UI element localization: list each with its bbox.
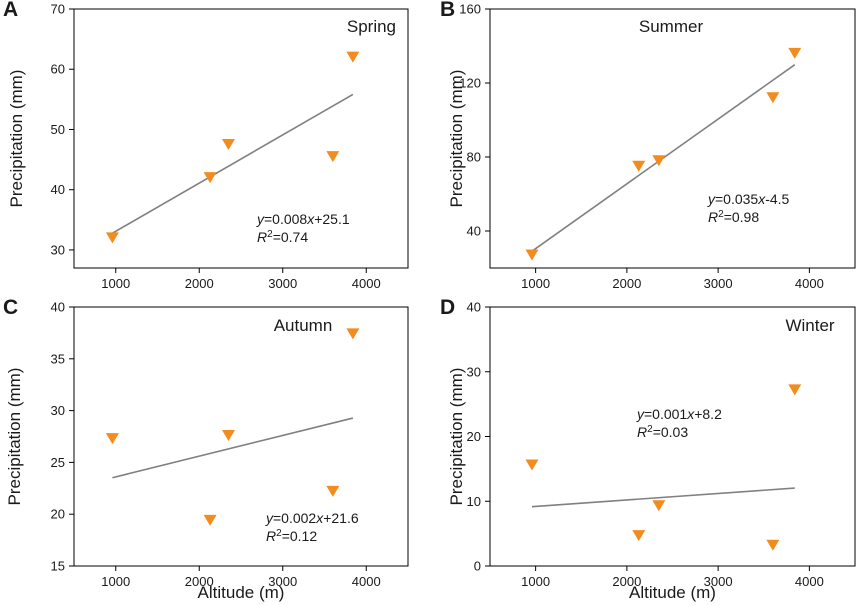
data-point xyxy=(788,384,802,396)
y-tick-label: 80 xyxy=(467,150,481,165)
plot-frame xyxy=(73,8,409,269)
y-tick-label: 10 xyxy=(467,494,481,509)
y-tick-label: 40 xyxy=(467,300,481,315)
panel-letter: A xyxy=(3,0,18,21)
data-point xyxy=(105,232,119,244)
data-point xyxy=(326,485,340,497)
x-tick-label: 2000 xyxy=(612,574,641,589)
x-tick-label: 3000 xyxy=(268,574,297,589)
y-tick-label: 25 xyxy=(51,455,65,470)
season-title: Winter xyxy=(785,316,834,335)
panel-letter: D xyxy=(440,296,455,319)
x-tick-label: 4000 xyxy=(352,276,381,291)
x-tick-label: 4000 xyxy=(795,276,824,291)
x-tick-label: 1000 xyxy=(101,276,130,291)
x-tick-label: 3000 xyxy=(268,276,297,291)
r-squared: R2=0.03 xyxy=(637,424,688,440)
y-tick-label: 160 xyxy=(459,2,481,17)
data-point xyxy=(105,433,119,445)
data-point xyxy=(766,539,780,551)
x-tick-label: 2000 xyxy=(612,276,641,291)
regression-line xyxy=(112,93,354,234)
data-point xyxy=(221,139,235,151)
x-tick-label: 2000 xyxy=(185,574,214,589)
y-tick-label: 30 xyxy=(51,403,65,418)
y-axis-label: Precipitation (mm) xyxy=(7,70,26,208)
data-point xyxy=(652,155,666,167)
data-point xyxy=(652,500,666,512)
r-squared: R2=0.98 xyxy=(708,209,759,225)
y-tick-label: 30 xyxy=(467,364,481,379)
y-tick-label: 20 xyxy=(467,429,481,444)
data-point xyxy=(346,51,360,63)
regression-equation: y=0.001x+8.2 xyxy=(636,406,722,422)
y-tick-label: 40 xyxy=(51,182,65,197)
x-tick-label: 1000 xyxy=(521,276,550,291)
y-tick-label: 35 xyxy=(51,351,65,366)
r-squared: R2=0.74 xyxy=(257,229,308,245)
y-tick-label: 120 xyxy=(459,76,481,91)
plot-frame xyxy=(73,306,409,567)
regression-line xyxy=(112,417,354,479)
y-tick-label: 60 xyxy=(51,62,65,77)
y-tick-label: 50 xyxy=(51,122,65,137)
y-tick-label: 20 xyxy=(51,507,65,522)
panel-letter: C xyxy=(3,296,18,319)
data-point xyxy=(346,328,360,340)
season-title: Summer xyxy=(639,17,704,36)
plot-frame xyxy=(489,8,856,269)
panel-b: 1000 2000 3000 4000 40 80 120 160 Precipitation … xyxy=(440,0,856,291)
panel-a: 1000 2000 3000 4000 30 40 50 60 70 Precipitation … xyxy=(3,0,409,291)
x-tick-label: 2000 xyxy=(185,276,214,291)
data-point xyxy=(632,530,646,542)
y-tick-label: 0 xyxy=(474,559,481,574)
data-point xyxy=(326,151,340,163)
x-axis-label: Altitude (m) xyxy=(629,583,716,602)
y-tick-label: 15 xyxy=(51,559,65,574)
x-tick-label: 1000 xyxy=(101,574,130,589)
panel-c: 1000 2000 3000 4000 15 20 25 30 35 40 Precipitatio… xyxy=(3,296,409,602)
y-axis-label: Precipitation (mm) xyxy=(5,368,24,506)
y-axis-label: Precipitation (mm) xyxy=(447,70,466,208)
y-tick-label: 40 xyxy=(467,224,481,239)
data-point xyxy=(203,172,217,184)
x-axis-label: Altitude (m) xyxy=(198,583,285,602)
y-tick-label: 30 xyxy=(51,242,65,257)
season-title: Autumn xyxy=(274,316,333,335)
data-point xyxy=(525,249,539,261)
data-point xyxy=(632,160,646,172)
panel-d: 1000 2000 3000 4000 0 10 20 30 40 Precipitation (… xyxy=(440,296,856,602)
regression-equation: y=0.008x+25.1 xyxy=(256,211,350,227)
data-point xyxy=(203,514,217,526)
x-tick-label: 3000 xyxy=(704,574,733,589)
season-title: Spring xyxy=(347,17,396,36)
x-tick-label: 4000 xyxy=(795,574,824,589)
data-point xyxy=(221,429,235,441)
x-tick-label: 3000 xyxy=(704,276,733,291)
data-point xyxy=(766,92,780,104)
y-axis-label: Precipitation (mm) xyxy=(447,368,466,506)
data-point xyxy=(788,47,802,59)
data-point xyxy=(525,459,539,471)
y-tick-label: 40 xyxy=(51,300,65,315)
regression-line xyxy=(531,487,795,508)
y-tick-label: 70 xyxy=(51,2,65,17)
x-tick-label: 1000 xyxy=(521,574,550,589)
regression-equation: y=0.035x-4.5 xyxy=(707,191,790,207)
r-squared: R2=0.12 xyxy=(266,528,317,544)
x-tick-label: 4000 xyxy=(352,574,381,589)
regression-equation: y=0.002x+21.6 xyxy=(265,510,359,526)
panel-letter: B xyxy=(440,0,455,21)
